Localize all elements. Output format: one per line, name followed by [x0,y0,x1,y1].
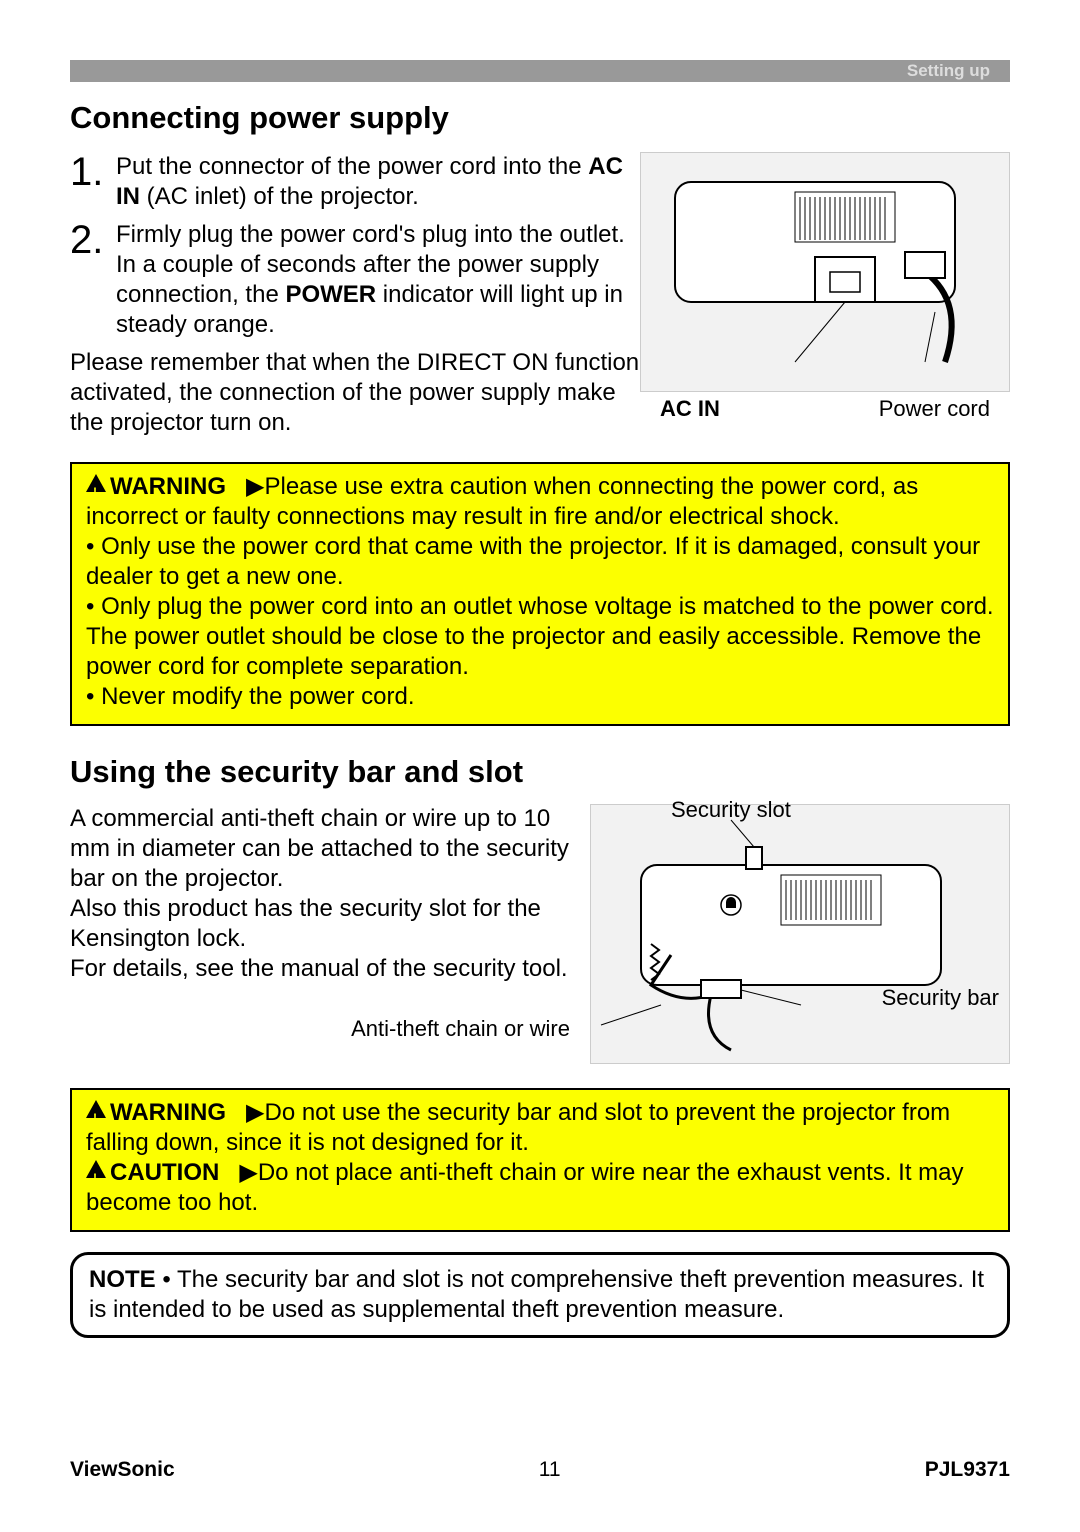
paragraph: For details, see the manual of the secur… [70,954,570,984]
text: (AC inlet) of the projector. [140,183,419,210]
paragraph: Please remember that when the DIRECT ON … [70,348,640,438]
powercord-label: Power cord [879,396,990,422]
warning-icon [86,1100,106,1118]
step-number: 2. [70,220,116,340]
warning-label: WARNING [110,1099,226,1126]
footer-brand: ViewSonic [70,1458,175,1482]
note-box: NOTE • The security bar and slot is not … [70,1252,1010,1338]
note-label: NOTE [89,1266,156,1293]
security-bar-label: Security bar [882,985,999,1011]
warning-box-1: WARNING ▶Please use extra caution when c… [70,462,1010,726]
warning-icon [86,474,106,492]
caution-label: CAUTION [110,1159,219,1186]
caution-icon [86,1160,106,1178]
projector-svg [665,162,985,382]
arrow-icon: ▶ [246,473,264,500]
security-svg [591,805,991,1055]
warning-bullet: • Only plug the power cord into an outle… [86,593,994,680]
warning-label: WARNING [110,473,226,500]
step-number: 1. [70,152,116,212]
warning-bullet: • Only use the power cord that came with… [86,533,980,590]
section-title-2: Using the security bar and slot [70,754,1010,790]
footer-model: PJL9371 [925,1458,1010,1482]
step-text: Firmly plug the power cord's plug into t… [116,220,640,340]
step-text: Put the connector of the power cord into… [116,152,640,212]
section-title-1: Connecting power supply [70,100,1010,136]
arrow-icon: ▶ [246,1099,264,1126]
note-text: • The security bar and slot is not compr… [89,1266,984,1323]
page-footer: ViewSonic 11 PJL9371 [70,1458,1010,1482]
page-number: 11 [539,1458,561,1482]
warning-box-2: WARNING ▶Do not use the security bar and… [70,1088,1010,1232]
security-slot-label: Security slot [671,797,791,823]
section-header: Setting up [70,60,1010,82]
wire-label: Anti-theft chain or wire [70,1014,570,1044]
warning-bullet: • Never modify the power cord. [86,683,415,710]
text: Put the connector of the power cord into… [116,153,588,180]
projector-security-illustration: Security slot Security bar [590,804,1010,1064]
projector-acin-illustration [640,152,1010,392]
paragraph: Also this product has the security slot … [70,894,570,954]
paragraph: A commercial anti-theft chain or wire up… [70,804,570,894]
arrow-icon: ▶ [239,1159,257,1186]
power-bold: POWER [285,281,376,308]
acin-label: AC IN [660,396,720,422]
